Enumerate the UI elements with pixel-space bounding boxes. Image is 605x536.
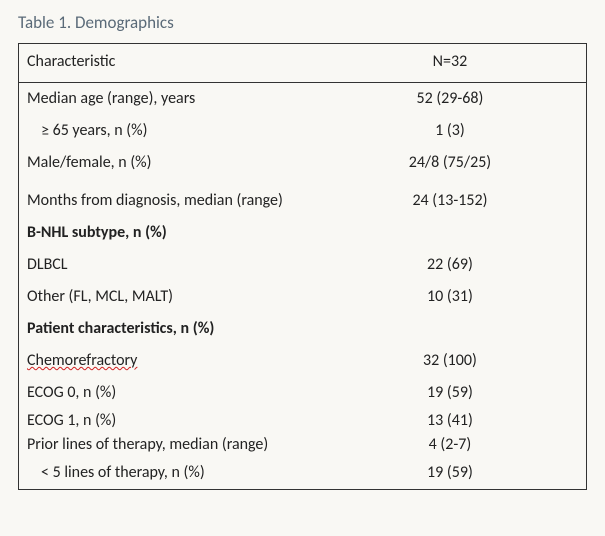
header-n: N=32 <box>314 44 587 83</box>
row-label: < 5 lines of therapy, n (%) <box>19 457 314 490</box>
header-characteristic: Characteristic <box>19 44 314 83</box>
table-row: ECOG 0, n (%) 19 (59) <box>19 377 587 409</box>
demographics-table: Characteristic N=32 Median age (range), … <box>18 43 587 490</box>
section-header: B-NHL subtype, n (%) <box>19 217 587 249</box>
row-label: ECOG 1, n (%) <box>19 409 314 433</box>
row-label: Prior lines of therapy, median (range) <box>19 433 314 457</box>
row-value: 19 (59) <box>314 377 587 409</box>
table-header-row: Characteristic N=32 <box>19 44 587 83</box>
table-row: Chemorefractory 32 (100) <box>19 345 587 377</box>
row-label: Other (FL, MCL, MALT) <box>19 281 314 313</box>
row-value: 10 (31) <box>314 281 587 313</box>
row-value: 52 (29-68) <box>314 83 587 116</box>
table-row: ECOG 1, n (%) 13 (41) <box>19 409 587 433</box>
section-header-row: Patient characteristics, n (%) <box>19 313 587 345</box>
table-row: Male/female, n (%) 24/8 (75/25) <box>19 147 587 179</box>
spellcheck-underline: Chemorefractory <box>27 351 137 370</box>
section-header: Patient characteristics, n (%) <box>19 313 587 345</box>
table-row: Months from diagnosis, median (range) 24… <box>19 179 587 217</box>
row-label: ≥ 65 years, n (%) <box>19 115 314 147</box>
table-row: Prior lines of therapy, median (range) 4… <box>19 433 587 457</box>
table-title: Table 1. Demographics <box>18 12 587 33</box>
table-row: Median age (range), years 52 (29-68) <box>19 83 587 116</box>
table-row: < 5 lines of therapy, n (%) 19 (59) <box>19 457 587 490</box>
row-value: 1 (3) <box>314 115 587 147</box>
row-value: 4 (2-7) <box>314 433 587 457</box>
row-value: 13 (41) <box>314 409 587 433</box>
row-value: 32 (100) <box>314 345 587 377</box>
row-label: Chemorefractory <box>19 345 314 377</box>
row-label: Male/female, n (%) <box>19 147 314 179</box>
section-header-row: B-NHL subtype, n (%) <box>19 217 587 249</box>
row-value: 19 (59) <box>314 457 587 490</box>
row-value: 24 (13-152) <box>314 179 587 217</box>
row-label: Months from diagnosis, median (range) <box>19 179 314 217</box>
row-label: DLBCL <box>19 249 314 281</box>
table-container: Table 1. Demographics Characteristic N=3… <box>0 0 605 512</box>
table-row: DLBCL 22 (69) <box>19 249 587 281</box>
row-label: Median age (range), years <box>19 83 314 116</box>
row-value: 24/8 (75/25) <box>314 147 587 179</box>
row-label: ECOG 0, n (%) <box>19 377 314 409</box>
table-row: Other (FL, MCL, MALT) 10 (31) <box>19 281 587 313</box>
table-row: ≥ 65 years, n (%) 1 (3) <box>19 115 587 147</box>
row-value: 22 (69) <box>314 249 587 281</box>
